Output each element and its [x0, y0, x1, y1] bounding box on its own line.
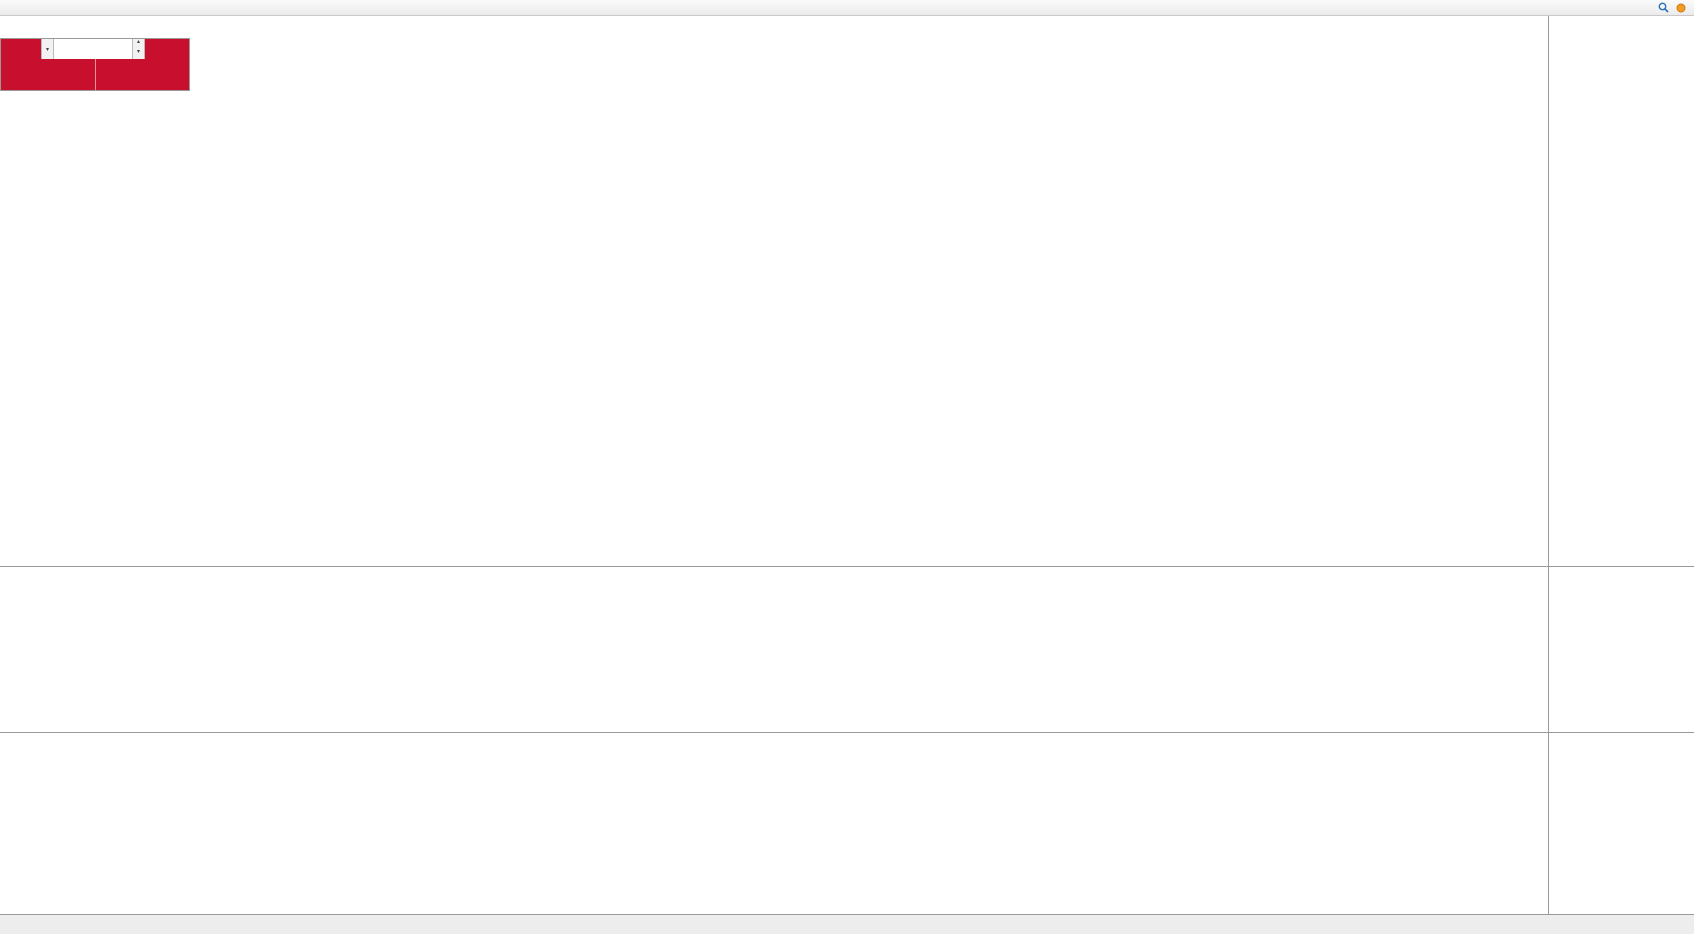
main-toolbar	[0, 0, 1694, 16]
price-axis[interactable]	[1548, 16, 1694, 914]
toolbar-right-group	[1658, 2, 1691, 13]
price-chart-panel[interactable]: ▾ ▴ ▾	[0, 16, 1694, 566]
search-icon[interactable]	[1658, 2, 1669, 13]
sell-price[interactable]	[1, 59, 95, 90]
volume-up-icon[interactable]: ▴	[136, 39, 140, 45]
sell-button[interactable]	[1, 39, 41, 59]
volume-input[interactable]	[54, 39, 132, 59]
trade-options-caret-icon[interactable]: ▾	[41, 39, 54, 59]
volume-stepper[interactable]: ▴ ▾	[132, 39, 145, 59]
rsi-panel[interactable]	[0, 732, 1694, 914]
volume-down-icon[interactable]: ▾	[136, 49, 140, 55]
macd-chart[interactable]	[0, 567, 1548, 733]
macd-panel[interactable]	[0, 566, 1694, 732]
rsi-chart[interactable]	[0, 733, 1548, 915]
trade-prices-row	[1, 59, 189, 90]
one-click-trading-widget: ▾ ▴ ▾	[0, 38, 190, 91]
buy-price[interactable]	[94, 59, 190, 90]
status-dot-icon	[1676, 3, 1686, 13]
buy-button[interactable]	[145, 39, 189, 59]
axis-separator	[1548, 16, 1549, 914]
time-axis[interactable]	[0, 914, 1694, 934]
candlestick-chart[interactable]	[0, 16, 1548, 566]
trade-controls-row: ▾ ▴ ▾	[1, 39, 189, 59]
